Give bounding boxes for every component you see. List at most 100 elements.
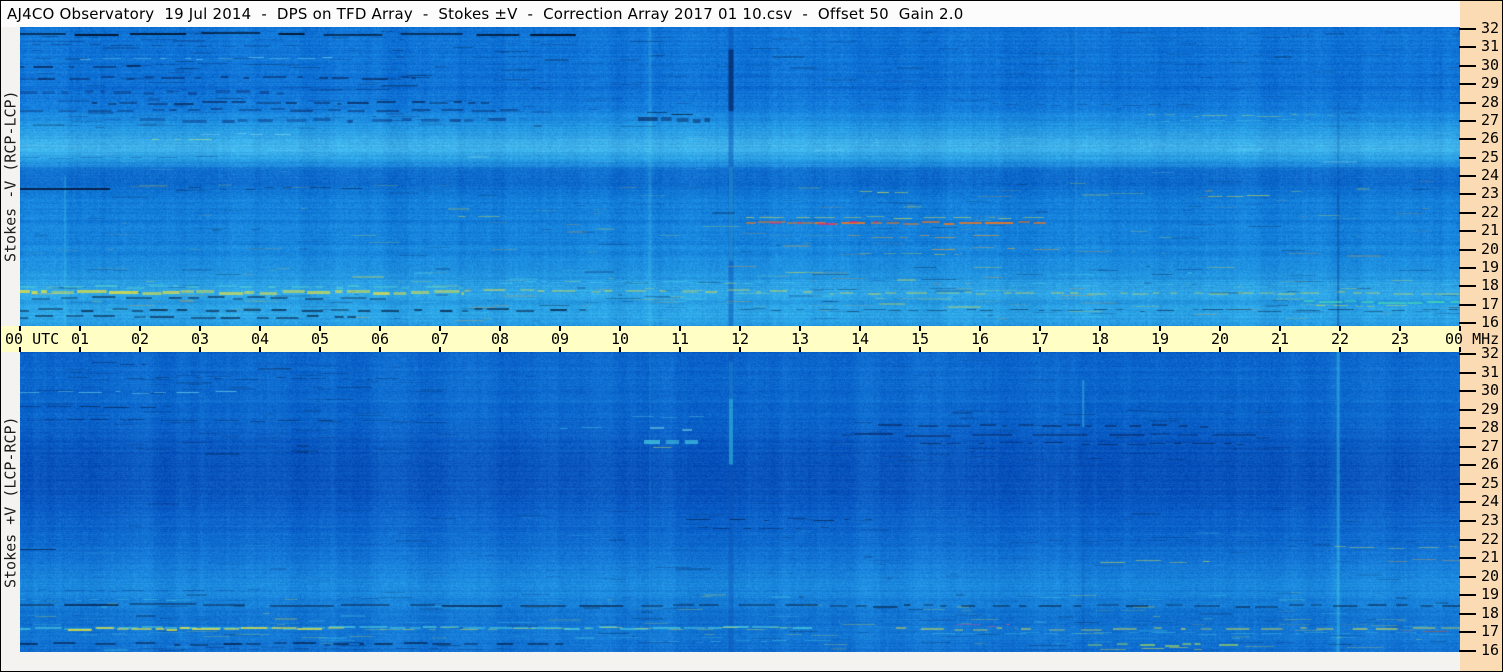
time-tick: [979, 347, 981, 352]
time-tick-label: 05: [310, 330, 330, 348]
time-tick: [799, 347, 801, 352]
time-tick: [919, 347, 921, 352]
freq-tick-label: 18: [1481, 276, 1500, 295]
freq-tick-label: 25: [1481, 147, 1500, 166]
time-tick: [1219, 326, 1221, 331]
freq-tick-label: 31: [1481, 37, 1500, 56]
time-tick: [1099, 347, 1101, 352]
time-tick-label: 17: [1030, 330, 1050, 348]
freq-tick: [1459, 248, 1476, 251]
freq-tick-label: 31: [1481, 362, 1500, 381]
time-tick: [1399, 347, 1401, 352]
freq-tick: [1459, 322, 1476, 325]
time-tick: [259, 326, 261, 331]
time-tick: [79, 347, 81, 352]
freq-tick-label: 24: [1481, 166, 1500, 185]
freq-tick-label: 26: [1481, 455, 1500, 474]
time-tick: [1039, 326, 1041, 331]
freq-tick: [1459, 538, 1476, 541]
freq-tick: [1459, 119, 1476, 122]
freq-tick: [1459, 649, 1476, 652]
time-tick: [439, 326, 441, 331]
freq-tick-label: 16: [1481, 313, 1500, 332]
freq-tick-label: 20: [1481, 239, 1500, 258]
freq-tick: [1459, 575, 1476, 578]
time-tick-label: 20: [1210, 330, 1230, 348]
time-tick: [979, 326, 981, 331]
time-tick: [679, 326, 681, 331]
freq-tick-label: 27: [1481, 436, 1500, 455]
freq-tick-label: 23: [1481, 511, 1500, 530]
freq-tick-label: 21: [1481, 548, 1500, 567]
time-tick-label: 06: [370, 330, 390, 348]
time-tick: [1279, 347, 1281, 352]
freq-tick: [1459, 594, 1476, 597]
freq-tick-label: 30: [1481, 55, 1500, 74]
time-tick: [679, 347, 681, 352]
freq-tick-label: 30: [1481, 381, 1500, 400]
time-tick: [499, 347, 501, 352]
time-tick-label: 04: [250, 330, 270, 348]
freq-tick: [1459, 230, 1476, 233]
time-tick-label: 15: [910, 330, 930, 348]
time-tick: [259, 347, 261, 352]
time-tick-label: 21: [1270, 330, 1290, 348]
freq-tick: [1459, 557, 1476, 560]
time-tick: [199, 347, 201, 352]
freq-tick: [1459, 83, 1476, 86]
freq-tick-label: 17: [1481, 622, 1500, 641]
time-tick-label: 08: [490, 330, 510, 348]
time-tick: [1159, 326, 1161, 331]
spectrogram-stokes-plus-v: [20, 352, 1460, 652]
time-tick-label: 09: [550, 330, 570, 348]
time-tick-label: 00 UTC: [5, 330, 60, 348]
freq-tick: [1459, 138, 1476, 141]
freq-tick-label: 16: [1481, 640, 1500, 659]
time-tick: [1159, 347, 1161, 352]
bottom-panel-label: Stokes +V (LCP-RCP): [1, 416, 20, 588]
time-tick: [139, 347, 141, 352]
freq-tick: [1459, 353, 1476, 355]
time-tick-label: 13: [790, 330, 810, 348]
time-tick-label: 23: [1390, 330, 1410, 348]
freq-tick-label: 32: [1481, 19, 1500, 37]
freq-tick: [1459, 46, 1476, 49]
spectrogram-stokes-minus-v: [20, 27, 1460, 326]
freq-tick-label: 29: [1481, 74, 1500, 93]
time-tick-label: 19: [1150, 330, 1170, 348]
freq-tick: [1459, 101, 1476, 104]
freq-tick-label: 19: [1481, 257, 1500, 276]
time-tick-label: 18: [1090, 330, 1110, 348]
freq-tick-label: 22: [1481, 202, 1500, 221]
time-tick: [859, 326, 861, 331]
time-tick-label: 22: [1330, 330, 1350, 348]
freq-tick-label: 26: [1481, 129, 1500, 148]
time-tick: [1339, 326, 1341, 331]
time-tick: [19, 326, 21, 331]
time-tick: [319, 326, 321, 331]
time-tick: [919, 326, 921, 331]
time-tick: [199, 326, 201, 331]
freq-tick: [1459, 156, 1476, 159]
time-tick: [19, 347, 21, 352]
freq-tick-label: 22: [1481, 529, 1500, 548]
freq-tick: [1459, 501, 1476, 504]
time-tick-label: 07: [430, 330, 450, 348]
time-tick: [1459, 347, 1461, 352]
freq-tick-label: 28: [1481, 92, 1500, 111]
time-axis-band: [1, 326, 1460, 352]
top-panel-label: Stokes -V (RCP-LCP): [1, 90, 20, 263]
time-tick: [619, 347, 621, 352]
freq-tick: [1459, 303, 1476, 306]
time-tick: [1279, 326, 1281, 331]
freq-tick: [1459, 175, 1476, 178]
time-tick-label: 02: [130, 330, 150, 348]
freq-tick: [1459, 266, 1476, 269]
freq-tick-label: 19: [1481, 585, 1500, 604]
time-tick-label: 10: [610, 330, 630, 348]
time-tick: [1459, 326, 1461, 331]
time-tick: [799, 326, 801, 331]
freq-tick-label: 20: [1481, 566, 1500, 585]
time-tick: [379, 347, 381, 352]
